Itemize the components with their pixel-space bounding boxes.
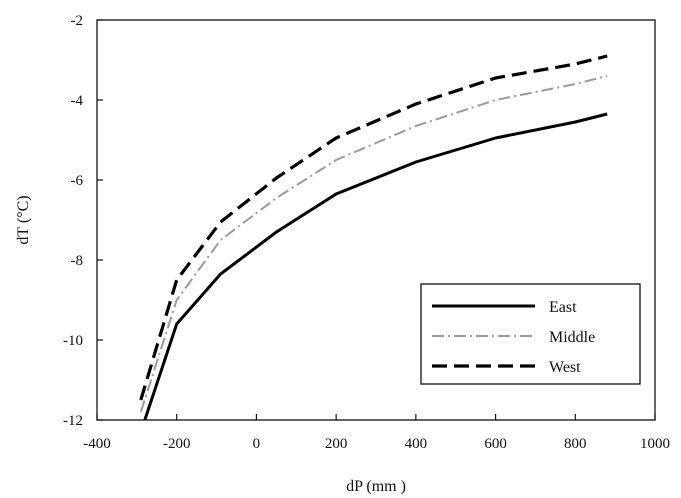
y-tick-label: -10 <box>63 333 83 349</box>
series-line-middle <box>139 75 608 413</box>
series-line-west <box>139 54 608 401</box>
y-axis-label: dT (°C) <box>15 195 32 244</box>
plot-frame <box>96 19 656 421</box>
x-tick-label: 1000 <box>640 436 670 452</box>
x-tick-label: 200 <box>325 436 348 452</box>
legend-label-east: East <box>549 299 577 316</box>
legend-box <box>420 283 641 385</box>
y-tick-label: -2 <box>71 13 84 29</box>
y-tick-label: -12 <box>63 413 83 429</box>
y-axis-ticks: -12 -10 -8 -6 -4 -2 <box>63 13 103 429</box>
y-tick-label: -6 <box>71 173 84 189</box>
x-tick-label: 400 <box>405 436 428 452</box>
y-tick-label: -8 <box>71 253 84 269</box>
x-tick-label: -200 <box>163 436 191 452</box>
x-axis-ticks: -400 -200 0 200 400 600 800 1000 <box>83 414 670 452</box>
x-tick-label: 0 <box>253 436 261 452</box>
series-line-east <box>143 112 608 421</box>
x-tick-label: 600 <box>484 436 507 452</box>
legend: East Middle West <box>420 283 641 385</box>
x-tick-label: 800 <box>564 436 587 452</box>
series-layer <box>139 54 608 421</box>
legend-label-middle: Middle <box>549 329 595 346</box>
x-axis-label: dP (mm ) <box>346 478 406 495</box>
y-tick-label: -4 <box>71 93 84 109</box>
legend-label-west: West <box>549 359 581 376</box>
x-tick-label: -400 <box>83 436 111 452</box>
legend-items: East Middle West <box>432 299 595 376</box>
